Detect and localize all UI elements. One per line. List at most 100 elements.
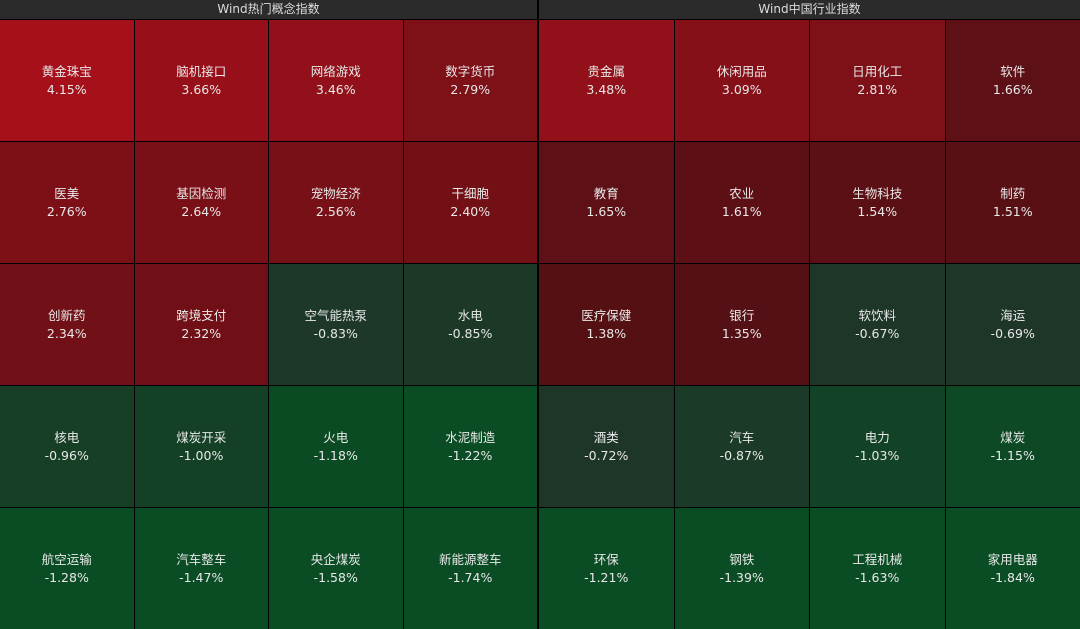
tile-name: 休闲用品 (716, 63, 767, 79)
panel: Wind中国行业指数 贵金属 3.48% 休闲用品 3.09% 日用化工 2.81% 软件 1.… (539, 0, 1080, 629)
tile: 数字货币 2.79% (403, 20, 537, 141)
tile-change: 1.38% (586, 325, 627, 341)
tile-name: 火电 (323, 429, 349, 445)
tile-grid: 贵金属 3.48% 休闲用品 3.09% 日用化工 2.81% 软件 1.66% 教育 1.65%… (539, 20, 1080, 629)
tile: 钢铁 -1.39% (674, 508, 809, 629)
tile: 宠物经济 2.56% (269, 142, 403, 263)
tile-change: -0.83% (313, 325, 358, 341)
tile-change: -1.28% (44, 569, 89, 585)
tile-change: 2.81% (857, 81, 898, 97)
tile: 海运 -0.69% (945, 264, 1080, 385)
tile: 日用化工 2.81% (810, 20, 945, 141)
tile-change: 1.51% (992, 203, 1033, 219)
tile: 软饮料 -0.67% (810, 264, 945, 385)
tile: 工程机械 -1.63% (810, 508, 945, 629)
tile: 新能源整车 -1.74% (403, 508, 537, 629)
tile: 基因检测 2.64% (134, 142, 268, 263)
tile-change: 2.79% (450, 81, 491, 97)
tile: 水泥制造 -1.22% (403, 386, 537, 507)
tile-name: 宠物经济 (310, 185, 361, 201)
tile: 农业 1.61% (674, 142, 809, 263)
tile-name: 环保 (593, 551, 619, 567)
tile-name: 软件 (1000, 63, 1026, 79)
tile: 水电 -0.85% (403, 264, 537, 385)
tile: 创新药 2.34% (0, 264, 134, 385)
tile-change: 2.56% (315, 203, 356, 219)
tile-name: 家用电器 (987, 551, 1038, 567)
tile-name: 贵金属 (587, 63, 625, 79)
tile: 医疗保健 1.38% (539, 264, 674, 385)
tile-change: -0.87% (719, 447, 764, 463)
tile-change: -1.74% (448, 569, 493, 585)
tile-name: 海运 (1000, 307, 1026, 323)
tile-change: -0.72% (584, 447, 629, 463)
tile: 环保 -1.21% (539, 508, 674, 629)
tile-change: -1.39% (719, 569, 764, 585)
tile: 电力 -1.03% (810, 386, 945, 507)
tile: 空气能热泵 -0.83% (269, 264, 403, 385)
tile-name: 煤炭开采 (176, 429, 227, 445)
tile-change: -0.96% (44, 447, 89, 463)
tile-change: -1.63% (855, 569, 900, 585)
tile-name: 日用化工 (852, 63, 903, 79)
tile: 银行 1.35% (674, 264, 809, 385)
tile-name: 干细胞 (451, 185, 489, 201)
tile-change: -1.58% (313, 569, 358, 585)
tile-change: -1.15% (990, 447, 1035, 463)
tile-name: 制药 (1000, 185, 1026, 201)
tile-name: 央企煤炭 (310, 551, 361, 567)
tile-change: -0.67% (855, 325, 900, 341)
tile-name: 农业 (729, 185, 755, 201)
tile-change: 2.64% (181, 203, 222, 219)
tile: 生物科技 1.54% (810, 142, 945, 263)
tile-change: 3.46% (315, 81, 356, 97)
tile: 央企煤炭 -1.58% (269, 508, 403, 629)
tile-change: 1.35% (721, 325, 762, 341)
tile-name: 水电 (457, 307, 483, 323)
tile-change: -1.47% (179, 569, 224, 585)
tile: 软件 1.66% (945, 20, 1080, 141)
tile: 火电 -1.18% (269, 386, 403, 507)
tile-grid: 黄金珠宝 4.15% 脑机接口 3.66% 网络游戏 3.46% 数字货币 2.79% 医美 2.… (0, 20, 537, 629)
tile-name: 水泥制造 (445, 429, 496, 445)
tile-name: 航空运输 (41, 551, 92, 567)
tile-change: 1.61% (721, 203, 762, 219)
tile-change: 2.40% (450, 203, 491, 219)
tile-change: -1.18% (313, 447, 358, 463)
tile-name: 煤炭 (1000, 429, 1026, 445)
tile-name: 银行 (729, 307, 755, 323)
tile-change: 2.76% (46, 203, 87, 219)
tile-change: -1.22% (448, 447, 493, 463)
panel: Wind热门概念指数 黄金珠宝 4.15% 脑机接口 3.66% 网络游戏 3.46% 数字货… (0, 0, 537, 629)
tile-change: 3.48% (586, 81, 627, 97)
tile: 煤炭开采 -1.00% (134, 386, 268, 507)
tile: 汽车 -0.87% (674, 386, 809, 507)
tile-change: 2.34% (46, 325, 87, 341)
tile-change: -1.00% (179, 447, 224, 463)
tile-change: -0.69% (990, 325, 1035, 341)
tile: 医美 2.76% (0, 142, 134, 263)
tile: 干细胞 2.40% (403, 142, 537, 263)
tile: 跨境支付 2.32% (134, 264, 268, 385)
tile-name: 创新药 (47, 307, 86, 323)
tile-name: 黄金珠宝 (41, 63, 92, 79)
tile-name: 汽车整车 (176, 551, 227, 567)
tile-name: 核电 (54, 429, 80, 445)
tile: 制药 1.51% (945, 142, 1080, 263)
tile-change: -0.85% (448, 325, 493, 341)
tile: 航空运输 -1.28% (0, 508, 134, 629)
tile-name: 空气能热泵 (304, 307, 367, 323)
tile-change: 2.32% (181, 325, 222, 341)
tile-change: 1.66% (992, 81, 1033, 97)
tile: 煤炭 -1.15% (945, 386, 1080, 507)
tile-change: -1.03% (855, 447, 900, 463)
tile: 家用电器 -1.84% (945, 508, 1080, 629)
tile-name: 跨境支付 (176, 307, 227, 323)
tile: 休闲用品 3.09% (674, 20, 809, 141)
tile-name: 教育 (593, 185, 619, 201)
tile-name: 酒类 (593, 429, 619, 445)
tile-name: 基因检测 (176, 185, 227, 201)
tile-name: 脑机接口 (176, 63, 227, 79)
tile: 核电 -0.96% (0, 386, 134, 507)
